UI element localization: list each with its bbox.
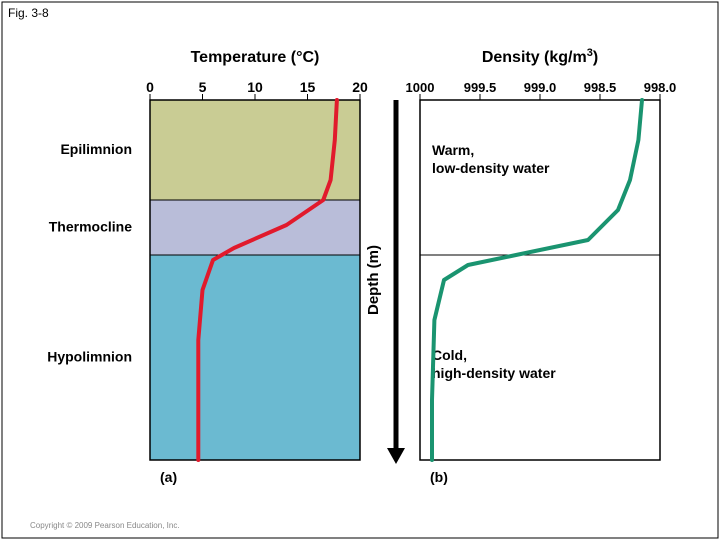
depth-arrow-head bbox=[387, 448, 405, 464]
depth-label: Depth (m) bbox=[365, 245, 382, 315]
left-tick-label: 5 bbox=[199, 79, 207, 95]
right-region-label: high-density water bbox=[432, 365, 556, 381]
zone-rect bbox=[150, 255, 360, 460]
chart-svg: Temperature (°C) Epilimnion Thermocline Hyp… bbox=[0, 0, 720, 540]
panel-a-label: (a) bbox=[160, 469, 177, 485]
zone-rect bbox=[150, 200, 360, 255]
left-tick-label: 10 bbox=[247, 79, 263, 95]
right-tick-label: 998.5 bbox=[584, 80, 617, 95]
zone-label: Thermocline bbox=[49, 219, 132, 235]
left-tick-label: 15 bbox=[300, 79, 316, 95]
right-tick-label: 999.5 bbox=[464, 80, 497, 95]
left-tick-label: 0 bbox=[146, 79, 154, 95]
zone-label: Epilimnion bbox=[60, 141, 132, 157]
left-tick-label: 20 bbox=[352, 79, 368, 95]
right-region-label: Cold, bbox=[432, 347, 467, 363]
right-region-label: low-density water bbox=[432, 160, 550, 176]
left-title: Temperature (°C) bbox=[191, 49, 320, 66]
right-tick-label: 998.0 bbox=[644, 80, 677, 95]
zone-label: Hypolimnion bbox=[47, 349, 132, 365]
panel-b-label: (b) bbox=[430, 469, 448, 485]
right-tick-label: 999.0 bbox=[524, 80, 557, 95]
right-region-label: Warm, bbox=[432, 142, 474, 158]
right-tick-label: 1000 bbox=[406, 80, 435, 95]
right-title: Density (kg/m3) bbox=[482, 47, 598, 66]
